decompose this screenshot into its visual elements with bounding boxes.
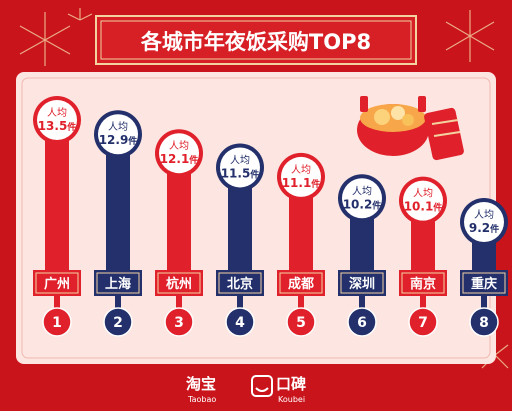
x-tick-label: 杭州 <box>166 276 192 292</box>
rank-connector <box>176 296 182 310</box>
value-prefix-label: 人均 <box>291 164 311 176</box>
rank-connector <box>359 296 365 310</box>
data-label: 11.5件 <box>221 166 260 180</box>
x-tick-label: 广州 <box>44 276 70 292</box>
hotpot-illustration-icon <box>357 96 464 161</box>
category-plate-border <box>340 272 384 294</box>
value-bubble <box>281 156 321 197</box>
data-label: 10.1件 <box>404 200 443 214</box>
rank-label: 2 <box>113 315 123 331</box>
x-tick-label: 成都 <box>288 276 314 292</box>
koubei-smile-icon <box>255 387 269 392</box>
koubei-mark-icon <box>251 375 273 397</box>
value-bubble <box>403 180 443 221</box>
data-label: 13.5件 <box>38 119 77 133</box>
bars-layer: 人均13.5件广州1人均12.9件上海2人均12.1件杭州3人均11.5件北京4… <box>33 96 508 337</box>
value-prefix-label: 人均 <box>352 185 372 197</box>
x-tick-label: 重庆 <box>471 276 497 292</box>
x-tick-label: 南京 <box>410 276 436 292</box>
rank-label: 5 <box>296 315 306 331</box>
category-plate-border <box>96 272 140 294</box>
koubei-logo: 口碑 Koubei <box>251 375 306 404</box>
taobao-name: 淘宝 <box>185 375 216 393</box>
data-label: 10.2件 <box>343 197 382 211</box>
rank-label: 8 <box>479 315 489 331</box>
value-prefix-label: 人均 <box>169 140 189 152</box>
category-plate <box>460 270 508 296</box>
category-plate-border <box>157 272 201 294</box>
firework-decoration-left-icon <box>19 8 93 66</box>
rank-badge <box>408 307 438 337</box>
rank-label: 1 <box>52 315 62 331</box>
value-prefix-label: 人均 <box>413 188 433 200</box>
category-plate <box>399 270 447 296</box>
rank-connector <box>115 296 121 310</box>
rank-label: 3 <box>174 315 184 331</box>
data-label: 9.2件 <box>469 221 499 235</box>
category-plate-border <box>218 272 262 294</box>
value-bubble <box>159 133 199 174</box>
category-plate-border <box>35 272 79 294</box>
rank-label: 6 <box>357 315 367 331</box>
category-plate-border <box>462 272 506 294</box>
category-plate <box>33 270 81 296</box>
rank-connector <box>298 296 304 310</box>
title-banner-inner <box>100 20 412 60</box>
rank-badge <box>286 307 316 337</box>
bar <box>45 120 69 283</box>
category-plate-border <box>279 272 323 294</box>
chart-title: 各城市年夜饭采购TOP8 <box>140 30 371 54</box>
rank-badge <box>347 307 377 337</box>
rank-connector <box>420 296 426 310</box>
taobao-logo: 淘宝 Taobao <box>185 375 216 404</box>
rank-badge <box>103 307 133 337</box>
category-plate <box>216 270 264 296</box>
category-plate <box>277 270 325 296</box>
value-prefix-label: 人均 <box>47 107 67 119</box>
title-banner <box>95 15 417 65</box>
rank-badge <box>225 307 255 337</box>
rank-badge <box>42 307 72 337</box>
category-plate <box>94 270 142 296</box>
category-plate-border <box>401 272 445 294</box>
value-prefix-label: 人均 <box>474 209 494 221</box>
value-bubble <box>37 100 77 140</box>
value-bubble <box>98 114 138 155</box>
rank-connector <box>237 296 243 310</box>
rank-connector <box>54 296 60 310</box>
rank-label: 4 <box>235 315 245 331</box>
rank-label: 7 <box>418 315 428 331</box>
bar <box>106 134 130 283</box>
x-tick-label: 北京 <box>227 276 253 292</box>
data-label: 12.1件 <box>160 152 199 166</box>
value-bubble <box>464 202 504 242</box>
value-prefix-label: 人均 <box>230 154 250 166</box>
rank-connector <box>481 296 487 310</box>
data-label: 11.1件 <box>282 176 321 190</box>
taobao-sub: Taobao <box>187 395 216 404</box>
x-tick-label: 深圳 <box>349 276 375 292</box>
value-prefix-label: 人均 <box>108 121 128 133</box>
koubei-sub: Koubei <box>278 395 305 404</box>
category-plate <box>338 270 386 296</box>
firework-decoration-right-icon <box>445 10 509 369</box>
category-plate <box>155 270 203 296</box>
data-label: 12.9件 <box>99 133 138 147</box>
rank-badge <box>164 307 194 337</box>
value-bubble <box>342 178 382 219</box>
value-bubble <box>220 147 260 188</box>
rank-badge <box>469 307 499 337</box>
koubei-name: 口碑 <box>276 375 306 393</box>
x-tick-label: 上海 <box>105 276 131 292</box>
